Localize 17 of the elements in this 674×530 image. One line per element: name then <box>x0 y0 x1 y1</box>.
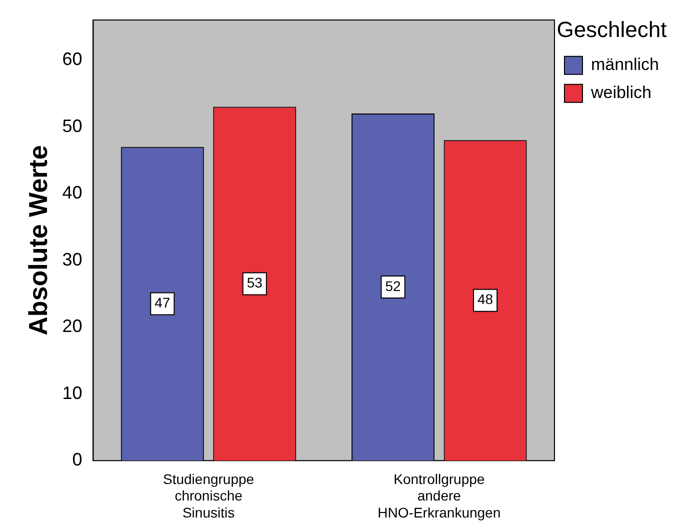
y-tick-label: 40 <box>62 182 82 203</box>
y-tick-label: 60 <box>62 49 82 70</box>
x-tick-label: Studiengruppe chronische Sinusitis <box>162 470 254 520</box>
y-tick-label: 20 <box>62 316 82 336</box>
legend-label: männlich <box>590 55 660 74</box>
data-label: 48 <box>477 291 494 308</box>
y-tick-label: 10 <box>62 382 82 403</box>
legend-title: Geschlecht <box>556 17 667 42</box>
data-label: 47 <box>154 294 170 311</box>
y-tick-label: 0 <box>72 450 82 470</box>
data-label: 52 <box>385 278 402 294</box>
y-tick-label: 30 <box>62 249 82 270</box>
legend-label: weiblich <box>590 83 652 102</box>
x-tick-label: Kontrollgruppe andere HNO-Erkrankungen <box>378 470 501 520</box>
y-axis-title: Absolute Werte <box>22 145 53 336</box>
data-label: 53 <box>246 274 263 291</box>
y-tick-label: 50 <box>62 116 82 136</box>
